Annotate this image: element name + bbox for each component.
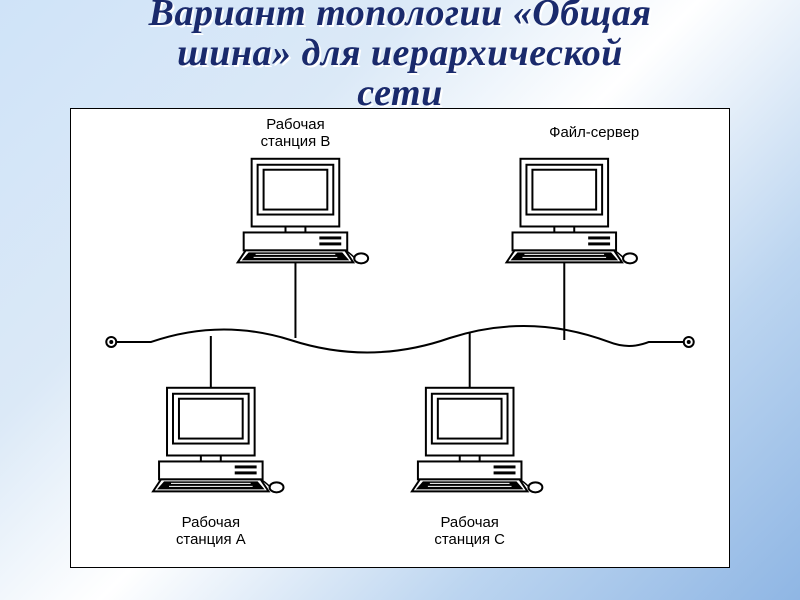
computer-ws-c <box>412 388 542 493</box>
computer-file-server <box>507 159 637 264</box>
computer-ws-a <box>153 388 283 493</box>
slide-title: Вариант топологии «Общая шина» для иерар… <box>0 0 800 114</box>
label-ws-a-1: Рабочая <box>182 514 240 531</box>
bus-terminator-right-dot <box>687 340 691 344</box>
computer-ws-b <box>238 159 368 264</box>
bus-cable <box>111 326 688 352</box>
label-ws-c-1: Рабочая <box>440 514 498 531</box>
label-file-server-1: Файл-сервер <box>549 124 639 141</box>
title-line-1: Вариант топологии «Общая <box>0 0 800 34</box>
slide: Вариант топологии «Общая шина» для иерар… <box>0 0 800 600</box>
network-diagram: Рабочая станция В Файл-сервер Рабочая ст… <box>70 108 730 568</box>
label-ws-b-1: Рабочая <box>266 116 324 133</box>
title-line-2: шина» для иерархической <box>0 34 800 74</box>
bus-terminator-left-dot <box>109 340 113 344</box>
label-ws-b-2: станция В <box>261 133 331 150</box>
label-ws-a-2: станция А <box>176 531 246 548</box>
diagram-svg: Рабочая станция В Файл-сервер Рабочая ст… <box>71 109 729 567</box>
label-ws-c-2: станция С <box>434 531 505 548</box>
